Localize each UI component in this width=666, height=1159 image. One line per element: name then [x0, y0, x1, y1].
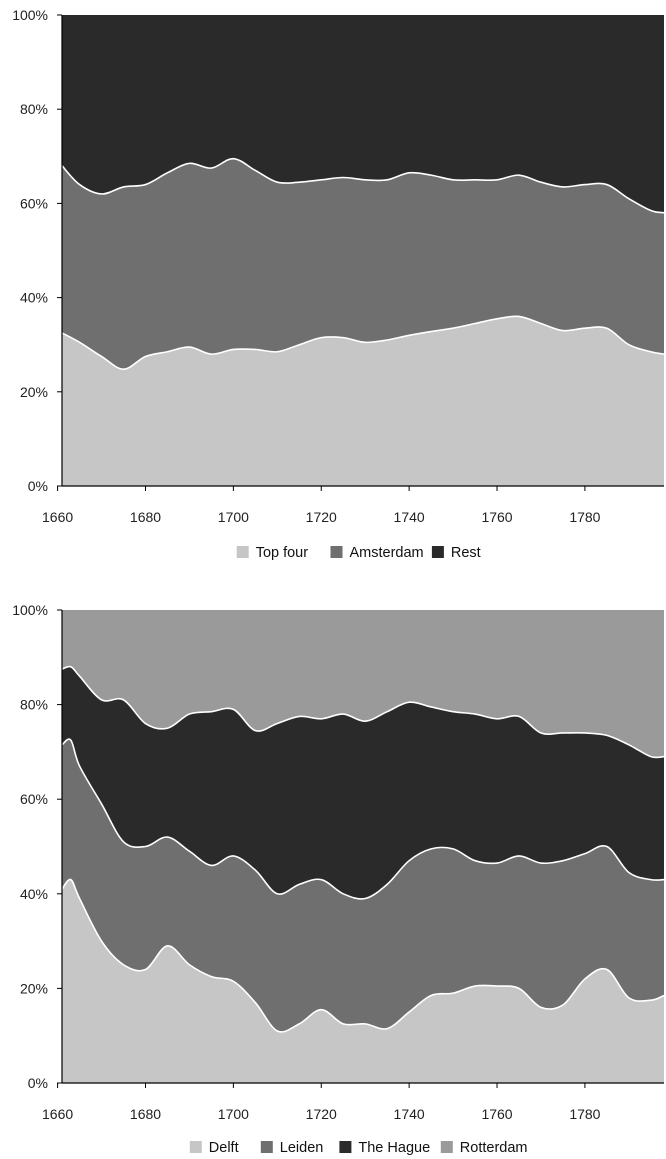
area-top-four: [62, 316, 664, 486]
x-tick-label: 1680: [130, 509, 161, 525]
area-rotterdam: [62, 610, 664, 758]
boundary-line-amsterdam: [61, 157, 665, 214]
legend-label-rest: Rest: [451, 545, 481, 561]
y-tick-label: 100%: [12, 602, 48, 618]
legend-label-the-hague: The Hague: [358, 1140, 430, 1156]
area-amsterdam: [62, 158, 664, 370]
y-tick-label: 20%: [20, 980, 48, 996]
legend-label-top-four: Top four: [256, 545, 309, 561]
legend-swatch-delft: [189, 1141, 202, 1153]
x-tick-label: 1780: [569, 509, 600, 525]
y-tick-label: 40%: [20, 886, 48, 902]
area-delft: [62, 879, 664, 1083]
legend-label-leiden: Leiden: [280, 1140, 324, 1156]
legend-swatch-leiden: [260, 1141, 273, 1153]
x-tick-label: 1720: [306, 509, 337, 525]
legend-swatch-top-four: [236, 546, 249, 558]
legend: Top four Amsterdam Rest: [236, 545, 481, 561]
x-tick-label: 1680: [130, 1106, 161, 1122]
legend-swatch-the-hague: [339, 1141, 352, 1153]
x-tick-label: 1760: [481, 509, 512, 525]
boundary-line-the-hague: [61, 665, 665, 759]
legend-swatch-amsterdam: [330, 546, 343, 558]
chart-city-shares-top-four: 0% 20% 40% 60% 80% 100% 1660 1680 1700 1720 1740 17…: [12, 7, 665, 561]
y-tick-label: 40%: [20, 290, 48, 306]
x-tick-label: 1760: [481, 1106, 512, 1122]
x-tick-label: 1700: [218, 1106, 249, 1122]
x-tick-label: 1780: [569, 1106, 600, 1122]
x-tick-label: 1740: [394, 509, 425, 525]
x-tick-label: 1720: [306, 1106, 337, 1122]
area-rest: [62, 15, 664, 213]
y-tick-label: 20%: [20, 384, 48, 400]
area-the-hague: [62, 666, 664, 899]
y-tick-label: 0%: [28, 1075, 48, 1091]
legend-swatch-rest: [431, 546, 444, 558]
y-tick-label: 0%: [28, 478, 48, 494]
x-tick-label: 1700: [218, 509, 249, 525]
y-tick-label: 100%: [12, 7, 48, 23]
legend: Delft Leiden The Hague Rotterdam: [189, 1140, 528, 1156]
boundary-line-delft: [61, 878, 665, 1033]
legend-label-amsterdam: Amsterdam: [350, 545, 424, 561]
boundary-line-top-four: [61, 315, 665, 370]
y-tick-label: 80%: [20, 101, 48, 117]
y-tick-label: 80%: [20, 697, 48, 713]
legend-label-delft: Delft: [209, 1140, 239, 1156]
y-tick-label: 60%: [20, 195, 48, 211]
x-tick-label: 1740: [394, 1106, 425, 1122]
x-tick-label: 1660: [42, 509, 73, 525]
boundary-line-leiden: [61, 738, 665, 900]
legend-swatch-rotterdam: [440, 1141, 453, 1153]
y-tick-label: 60%: [20, 791, 48, 807]
area-leiden: [62, 739, 664, 1032]
chart-city-shares-cities: 0% 20% 40% 60% 80% 100% 1660 1680 1700 1720 1740 17…: [12, 602, 665, 1156]
x-tick-label: 1660: [42, 1106, 73, 1122]
legend-label-rotterdam: Rotterdam: [460, 1140, 528, 1156]
